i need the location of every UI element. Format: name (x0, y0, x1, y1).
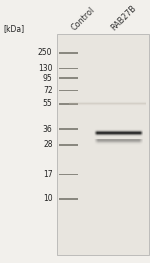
Bar (58, 174, 78, 175)
Text: [kDa]: [kDa] (3, 24, 24, 33)
Text: 95: 95 (43, 74, 52, 83)
Bar (58, 198, 78, 200)
Text: 36: 36 (43, 125, 52, 134)
Text: 55: 55 (43, 99, 52, 108)
Text: 17: 17 (43, 170, 52, 179)
Text: 250: 250 (38, 48, 52, 58)
Bar (58, 77, 78, 79)
Text: Control: Control (69, 6, 96, 33)
Bar (58, 68, 78, 69)
Bar (58, 52, 78, 54)
Text: RAB27B: RAB27B (109, 4, 138, 33)
Bar (58, 103, 78, 105)
Text: 72: 72 (43, 86, 52, 95)
Text: 28: 28 (43, 140, 52, 149)
Bar (58, 90, 78, 92)
Text: 10: 10 (43, 194, 52, 203)
Text: 130: 130 (38, 64, 52, 73)
Bar (58, 144, 78, 146)
FancyBboxPatch shape (57, 34, 148, 255)
Bar (58, 128, 78, 130)
